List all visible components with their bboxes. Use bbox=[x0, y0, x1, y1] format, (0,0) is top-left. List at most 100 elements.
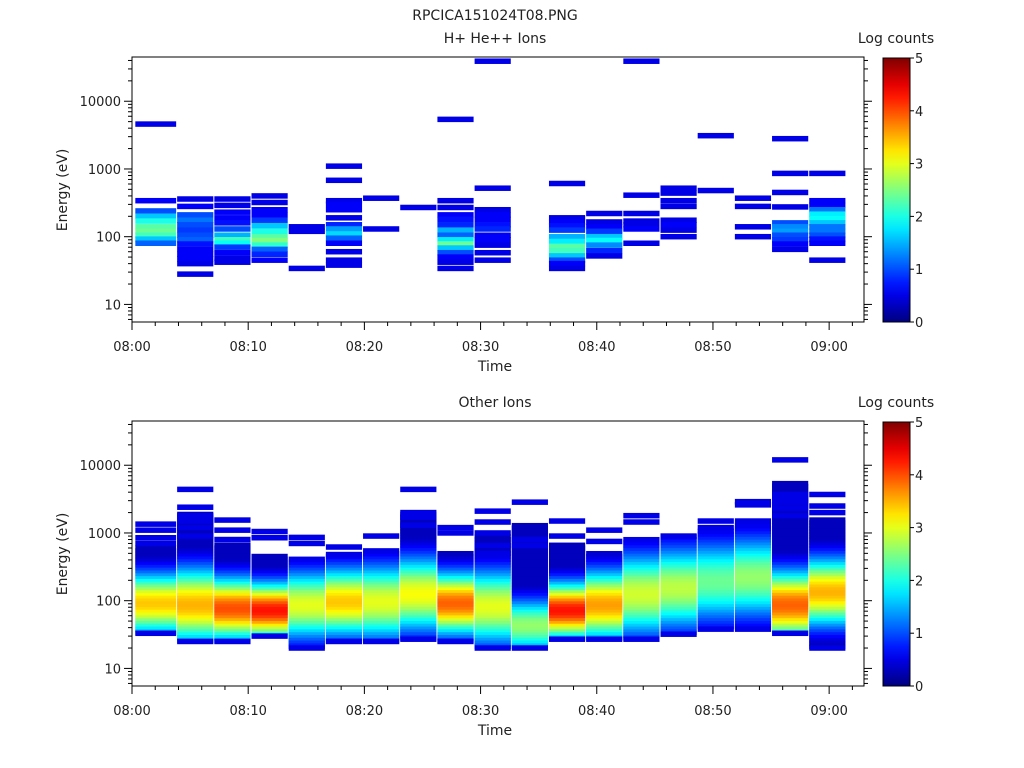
heatmap-cell bbox=[177, 593, 214, 599]
heatmap-cell bbox=[474, 257, 511, 263]
heatmap-cell bbox=[437, 222, 474, 228]
heatmap-cell bbox=[135, 228, 177, 235]
heatmap-cell bbox=[586, 581, 623, 588]
y-tick-label: 1000 bbox=[88, 163, 121, 178]
heatmap-cell bbox=[177, 567, 214, 574]
heatmap-cell bbox=[809, 637, 846, 644]
heatmap-cell bbox=[437, 576, 474, 582]
heatmap-cell bbox=[135, 521, 177, 527]
heatmap-cell bbox=[734, 559, 772, 565]
heatmap-cell bbox=[177, 241, 214, 247]
heatmap-cell bbox=[772, 237, 809, 243]
figure-title: RPCICA151024T08.PNG bbox=[412, 8, 577, 24]
heatmap-cell bbox=[734, 584, 772, 591]
heatmap-cell bbox=[511, 556, 548, 563]
heatmap-cell bbox=[734, 562, 772, 568]
heatmap-cell bbox=[623, 576, 660, 582]
heatmap-cell bbox=[288, 604, 325, 610]
heatmap-cell bbox=[400, 564, 437, 571]
heatmap-cell bbox=[809, 564, 846, 571]
y-axis-label: Energy (eV) bbox=[55, 513, 71, 596]
heatmap-cell bbox=[177, 524, 214, 531]
heatmap-cell bbox=[400, 562, 437, 568]
heatmap-cell bbox=[548, 180, 586, 187]
heatmap-cell bbox=[586, 237, 623, 244]
heatmap-cell bbox=[586, 538, 623, 545]
heatmap-cell bbox=[288, 579, 325, 585]
heatmap-cell bbox=[809, 522, 846, 529]
heatmap-cell bbox=[135, 527, 177, 533]
heatmap-cell bbox=[363, 573, 400, 579]
heatmap-cell bbox=[548, 636, 586, 642]
heatmap-cell bbox=[400, 636, 437, 642]
heatmap-cell bbox=[734, 528, 772, 535]
heatmap-cell bbox=[809, 593, 846, 599]
heatmap-cell bbox=[135, 208, 177, 214]
heatmap-cell bbox=[400, 612, 437, 619]
heatmap-cell bbox=[251, 534, 288, 541]
heatmap-cell bbox=[177, 512, 214, 519]
heatmap-cell bbox=[809, 206, 846, 213]
heatmap-cell bbox=[177, 604, 214, 610]
heatmap-cell bbox=[363, 601, 400, 607]
heatmap-cell bbox=[772, 581, 809, 588]
heatmap-cell bbox=[177, 539, 214, 546]
heatmap-cell bbox=[734, 579, 772, 585]
heatmap-cell bbox=[363, 632, 400, 638]
heatmap-cell bbox=[809, 534, 846, 540]
heatmap-cell bbox=[511, 626, 548, 633]
heatmap-cell bbox=[135, 550, 177, 557]
heatmap-cell bbox=[325, 626, 363, 633]
heatmap-cell bbox=[697, 584, 734, 591]
heatmap-cell bbox=[772, 480, 809, 487]
heatmap-cell bbox=[214, 255, 251, 262]
colorbar-label: Log counts bbox=[858, 31, 934, 47]
heatmap-cell bbox=[548, 581, 586, 588]
heatmap-cell bbox=[474, 519, 511, 525]
heatmap-cell bbox=[623, 573, 660, 579]
heatmap-cell bbox=[511, 548, 548, 554]
heatmap-cell bbox=[623, 556, 660, 563]
heatmap-cell bbox=[697, 601, 734, 607]
heatmap-cell bbox=[177, 615, 214, 621]
heatmap-cell bbox=[325, 564, 363, 571]
heatmap-cell bbox=[437, 609, 474, 616]
heatmap-cell bbox=[437, 116, 474, 123]
heatmap-cell bbox=[660, 612, 697, 619]
heatmap-cell bbox=[437, 598, 474, 605]
heatmap-cell bbox=[214, 553, 251, 560]
heatmap-cell bbox=[288, 621, 325, 627]
heatmap-cell bbox=[586, 615, 623, 621]
heatmap-cell bbox=[437, 604, 474, 610]
heatmap-cell bbox=[548, 618, 586, 624]
heatmap-cell bbox=[474, 629, 511, 635]
heatmap-cell bbox=[548, 601, 586, 607]
heatmap-cell bbox=[474, 216, 511, 223]
heatmap-cell bbox=[214, 249, 251, 256]
heatmap-cell bbox=[288, 626, 325, 633]
heatmap-cell bbox=[548, 595, 586, 602]
heatmap-cell bbox=[135, 607, 177, 613]
heatmap-cell bbox=[511, 629, 548, 635]
colorbar-tick-label: 3 bbox=[915, 522, 923, 537]
heatmap-cell bbox=[214, 527, 251, 533]
x-tick-label: 09:00 bbox=[810, 704, 847, 719]
heatmap-cell bbox=[809, 559, 846, 565]
heatmap-cell bbox=[135, 540, 177, 547]
heatmap-cell bbox=[772, 246, 809, 253]
heatmap-cell bbox=[772, 457, 809, 463]
heatmap-cell bbox=[623, 192, 660, 198]
heatmap-cell bbox=[214, 562, 251, 568]
heatmap-cell bbox=[734, 525, 772, 532]
heatmap-cell bbox=[772, 135, 809, 142]
heatmap-cell bbox=[474, 579, 511, 585]
heatmap-cell bbox=[251, 228, 288, 235]
heatmap-cell bbox=[809, 202, 846, 209]
heatmap-cell bbox=[474, 556, 511, 563]
heatmap-cell bbox=[697, 595, 734, 602]
heatmap-cell bbox=[734, 548, 772, 554]
heatmap-cell bbox=[214, 607, 251, 613]
heatmap-cell bbox=[214, 209, 251, 215]
heatmap-cell bbox=[437, 573, 474, 579]
